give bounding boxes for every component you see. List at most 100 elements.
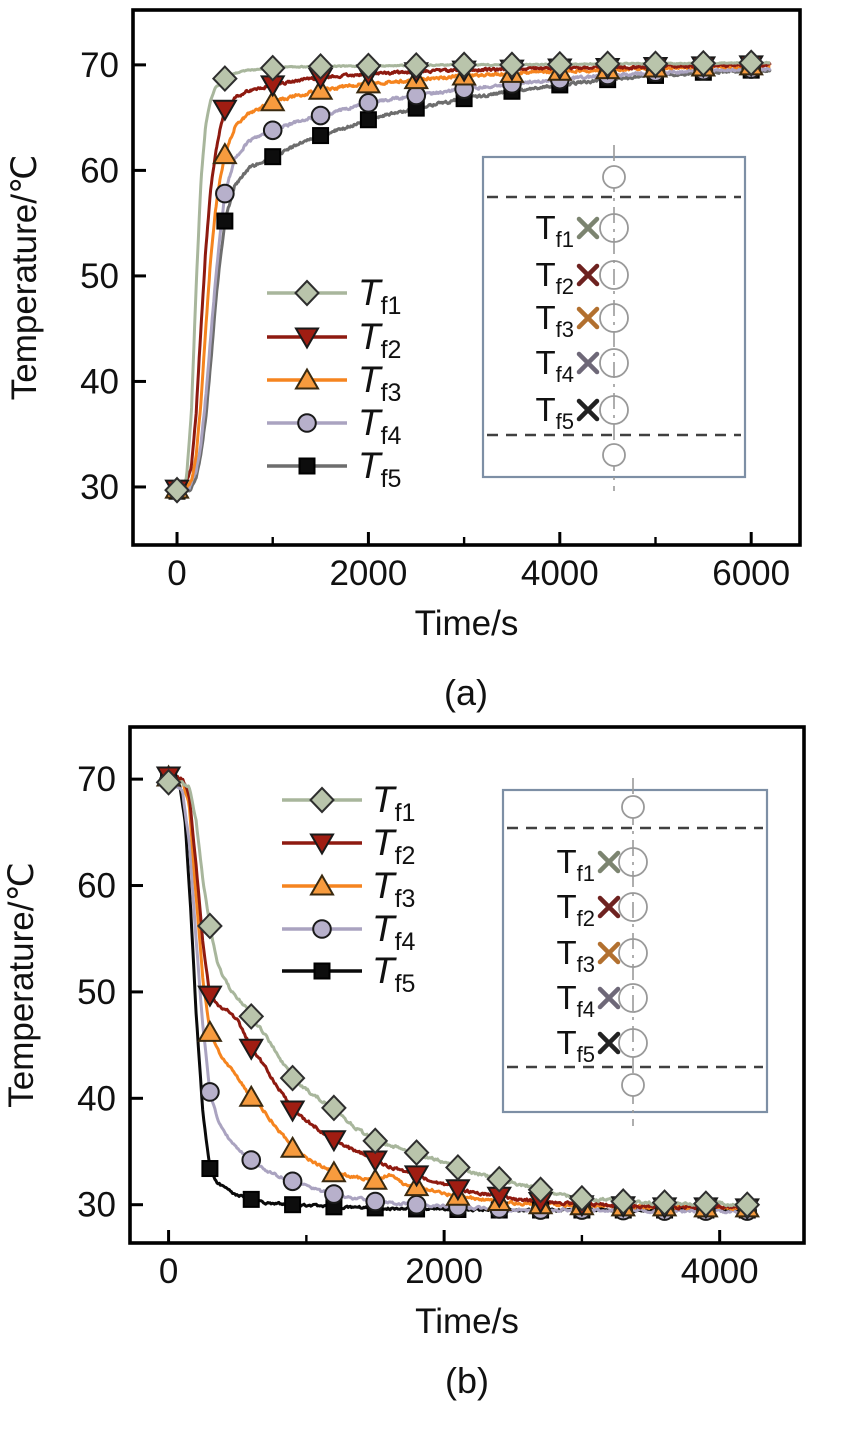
- marker-circle: [406, 85, 427, 106]
- inset-label-Tf5: Tf5: [535, 391, 574, 434]
- marker-diamond: [499, 51, 525, 79]
- plot-frame: [131, 8, 802, 547]
- marker-diamond: [355, 52, 382, 80]
- inset-sensor-circle-4: [618, 983, 648, 1013]
- marker-circle: [200, 1082, 220, 1102]
- markers-Tf1: [155, 768, 761, 1219]
- marker-triangle-down: [279, 1100, 306, 1123]
- marker-diamond: [309, 786, 335, 814]
- marker-circle: [312, 919, 332, 939]
- inset-port-circle-bottom: [602, 443, 626, 467]
- y-tick-label: 70: [77, 760, 116, 799]
- marker-diamond: [155, 768, 182, 796]
- marker-diamond: [403, 1139, 430, 1167]
- marker-square: [312, 127, 330, 145]
- marker-diamond: [451, 51, 477, 79]
- marker-diamond: [403, 51, 430, 79]
- x-axis-title: Time/s: [415, 1302, 519, 1341]
- x-tick-label: 2000: [329, 554, 407, 593]
- axes: 0 2000 4000 30 40 50 60 70 Time/s Temperature/℃: [2, 760, 759, 1341]
- marker-square: [284, 1196, 302, 1214]
- marker-triangle-up: [212, 142, 238, 165]
- marker-square: [313, 962, 331, 980]
- y-tick-label: 30: [77, 1186, 116, 1225]
- inset-x-mark-3: [576, 306, 600, 330]
- inset-sensor-circle-1: [599, 213, 629, 243]
- legend-label-Tf2: Tf2: [358, 316, 401, 364]
- marker-square: [264, 148, 282, 166]
- marker-triangle-down: [212, 99, 238, 122]
- inset-sensor-circle-2: [599, 260, 629, 290]
- inset-x-mark-3: [597, 941, 621, 965]
- marker-diamond: [610, 1188, 637, 1215]
- inset-x-mark-1: [576, 216, 600, 240]
- marker-triangle-up: [238, 1084, 264, 1107]
- marker-diamond: [651, 1189, 678, 1217]
- chart-a-heating-canvas: 0 2000 4000 6000 30 40 50 60 70 Time/s Temperature…: [5, 8, 802, 643]
- marker-diamond: [693, 1190, 719, 1218]
- marker-diamond: [738, 49, 765, 77]
- marker-diamond: [211, 65, 238, 93]
- marker-diamond: [259, 54, 286, 82]
- inset-label-Tf2: Tf2: [556, 888, 595, 931]
- marker-diamond: [569, 1184, 595, 1212]
- marker-circle: [262, 120, 283, 141]
- marker-circle: [215, 183, 235, 204]
- marker-triangle-up: [197, 1019, 223, 1042]
- marker-triangle-down: [294, 327, 320, 350]
- marker-square: [359, 111, 377, 129]
- marker-circle: [282, 1171, 303, 1192]
- marker-diamond: [594, 50, 621, 78]
- markers-Tf1: [164, 49, 765, 504]
- inset-label-Tf5: Tf5: [556, 1024, 595, 1067]
- marker-triangle-down: [403, 1165, 430, 1188]
- marker-diamond: [734, 1191, 761, 1219]
- legend-label-Tf5: Tf5: [358, 445, 401, 493]
- marker-triangle-down: [321, 1130, 347, 1153]
- x-axis-title: Time/s: [415, 604, 519, 643]
- inset-label-Tf2: Tf2: [535, 256, 574, 299]
- inset-sensor-circle-2: [618, 892, 648, 922]
- legend-label-Tf4: Tf4: [372, 908, 416, 956]
- marker-triangle-up: [321, 1160, 347, 1183]
- inset-x-mark-5: [576, 398, 600, 422]
- y-tick-label: 30: [80, 468, 119, 507]
- y-tick-label: 60: [77, 867, 116, 906]
- inset-sensor-circle-1: [618, 847, 648, 877]
- marker-diamond: [307, 53, 334, 80]
- inset-sensor-circle-4: [599, 348, 629, 378]
- inset-x-mark-1: [597, 850, 621, 874]
- marker-circle: [241, 1150, 262, 1170]
- marker-square: [298, 457, 316, 475]
- legend-label-Tf1: Tf1: [372, 779, 415, 827]
- y-tick-label: 60: [80, 151, 119, 190]
- marker-diamond: [362, 1127, 389, 1155]
- x-tick-label: 0: [159, 1252, 178, 1291]
- inset-label-Tf4: Tf4: [535, 344, 574, 387]
- legend-label-Tf3: Tf3: [372, 865, 415, 913]
- marker-diamond: [486, 1165, 513, 1193]
- legend-label-Tf4: Tf4: [358, 402, 402, 450]
- marker-diamond: [642, 50, 669, 78]
- marker-diamond: [279, 1064, 306, 1092]
- inset-x-mark-2: [597, 895, 621, 919]
- inset-sensor-circle-5: [599, 395, 629, 425]
- inset-x-mark-4: [597, 986, 621, 1010]
- caption-panel-a: (a): [444, 672, 488, 713]
- marker-triangle-down: [362, 1150, 388, 1173]
- inset-label-Tf3: Tf3: [556, 934, 595, 977]
- marker-circle: [406, 1194, 427, 1215]
- marker-circle: [310, 105, 331, 126]
- marker-square: [216, 212, 234, 230]
- chart-b-cooling-canvas: 0 2000 4000 30 40 50 60 70 Time/s Temperature/℃ Tf…: [2, 725, 806, 1341]
- marker-triangle-up: [362, 1167, 388, 1190]
- legend-label-Tf2: Tf2: [372, 822, 415, 870]
- inset-tank-outline: [501, 788, 769, 1114]
- marker-triangle-down: [238, 1038, 264, 1061]
- marker-diamond: [238, 1002, 265, 1030]
- x-tick-label: 0: [167, 554, 186, 593]
